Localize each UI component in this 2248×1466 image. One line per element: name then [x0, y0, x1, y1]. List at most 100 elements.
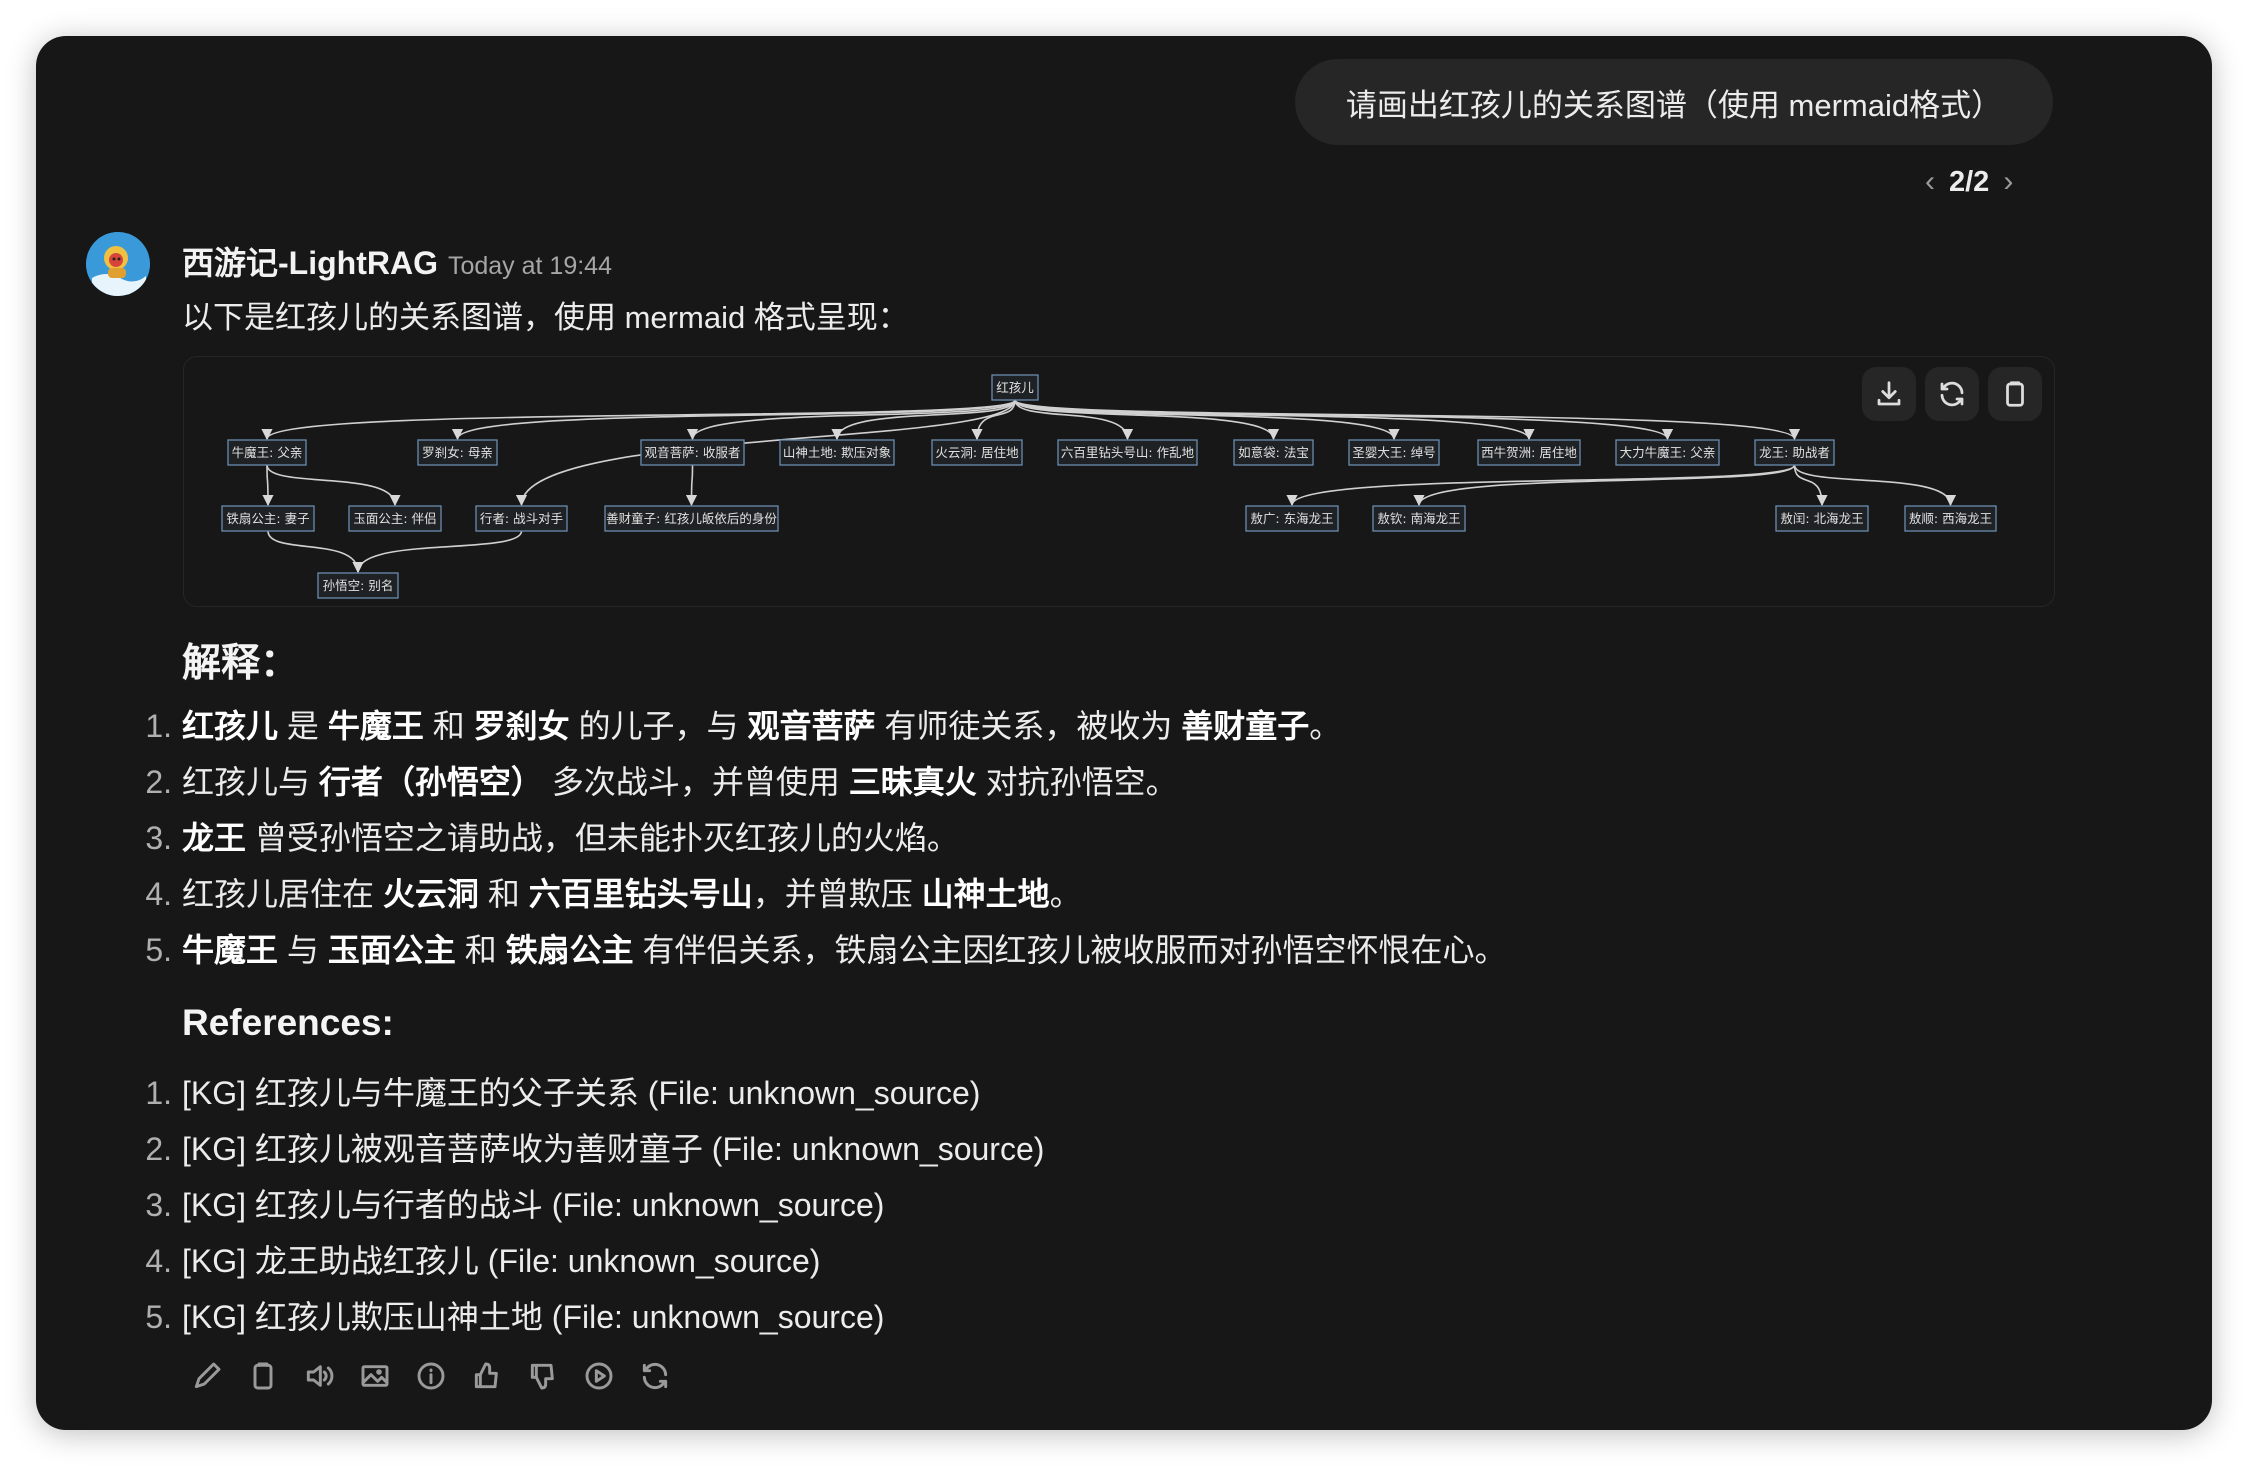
bold-term: 玉面公主 [327, 932, 456, 968]
edge-hhe-xz [515, 399, 1016, 507]
node-label: 圣婴大王: 绰号 [1352, 445, 1435, 460]
node-ym: 玉面公主: 伴侣 [348, 505, 442, 532]
node-xn: 西牛贺洲: 居住地 [1477, 439, 1581, 466]
info-button[interactable] [414, 1356, 448, 1396]
node-box [1754, 439, 1835, 466]
avatar [86, 232, 150, 296]
node-sc: 善财童子: 红孩儿皈依后的身份 [604, 505, 779, 532]
node-sy: 圣婴大王: 绰号 [1348, 439, 1440, 466]
bold-term: 罗刹女 [473, 708, 570, 744]
bold-term: 观音菩萨 [747, 708, 876, 744]
edge-lw-aq [1413, 464, 1796, 507]
user-message-bubble: 请画出红孩儿的关系图谱（使用 mermaid格式） [1295, 59, 2053, 145]
chevron-right-icon[interactable]: › [2003, 165, 2014, 198]
regenerate-icon [642, 1362, 668, 1390]
node-ar: 敖闰: 北海龙王 [1775, 505, 1869, 532]
node-box [1348, 439, 1440, 466]
reference-text: [KG] 红孩儿与牛魔王的父子关系 (File: unknown_source) [182, 1075, 981, 1111]
text-span: 与 [278, 932, 328, 968]
list-number: 2. [145, 764, 172, 800]
copy-button[interactable] [246, 1356, 280, 1396]
node-box [1615, 439, 1720, 466]
play-button[interactable] [582, 1356, 616, 1396]
node-label: 如意袋: 法宝 [1238, 445, 1309, 460]
refresh-icon [1940, 381, 1964, 407]
node-box [779, 439, 895, 466]
edge-lw-as [1793, 464, 1957, 507]
text-span: 和 [455, 932, 506, 968]
references-list: 1. [KG] 红孩儿与牛魔王的父子关系 (File: unknown_sourc… [145, 1065, 1044, 1345]
text-span: 和 [478, 876, 529, 912]
edge-lw-ar [1793, 464, 1828, 507]
thumbs-down-button[interactable] [526, 1356, 560, 1396]
edit-button[interactable] [190, 1356, 224, 1396]
list-number: 4. [145, 876, 172, 912]
node-label: 六百里钻头号山: 作乱地 [1061, 445, 1195, 460]
node-box [348, 505, 442, 532]
node-label: 敖广: 东海龙王 [1250, 511, 1333, 526]
text-span: 多次战斗，并曾使用 [542, 764, 849, 800]
regenerate-button[interactable] [638, 1356, 672, 1396]
text-span: 红孩儿居住在 [182, 876, 383, 912]
node-swk: 孙悟空: 别名 [317, 572, 399, 599]
node-box [227, 439, 307, 466]
node-dl: 大力牛魔王: 父亲 [1615, 439, 1720, 466]
bold-term: 红孩儿 [182, 708, 279, 744]
explanation-heading: 解释： [182, 642, 300, 685]
thumbs-up-button[interactable] [470, 1356, 504, 1396]
read-aloud-button[interactable] [302, 1356, 336, 1396]
node-label: 敖顺: 西海龙王 [1909, 511, 1992, 526]
download-button[interactable] [1862, 367, 1916, 421]
download-icon [1877, 381, 1901, 406]
edge-lw-ag [1286, 464, 1796, 507]
reference-text: [KG] 红孩儿与行者的战斗 (File: unknown_source) [182, 1187, 885, 1223]
node-hhe: 红孩儿 [991, 374, 1039, 401]
explanation-list: 1. 红孩儿 是 牛魔王 和 罗刹女 的儿子，与 观音菩萨 有师徒关系，被收为 善… [145, 698, 1507, 978]
text-span: 的儿子，与 [569, 708, 748, 744]
node-label: 红孩儿 [996, 380, 1034, 395]
text-span: 对抗孙悟空。 [976, 764, 1178, 800]
bold-term: 善财童子 [1181, 708, 1310, 744]
play-icon [585, 1362, 613, 1390]
node-box [604, 505, 779, 532]
reference-item: 3. [KG] 红孩儿与行者的战斗 (File: unknown_source) [145, 1177, 1044, 1233]
image-button[interactable] [358, 1356, 392, 1396]
node-box [1477, 439, 1581, 466]
explanation-item: 4. 红孩儿居住在 火云洞 和 六百里钻头号山，并曾欺压 山神土地。 [145, 866, 1507, 922]
bold-term: 牛魔王 [182, 932, 279, 968]
list-number: 2. [145, 1131, 172, 1167]
reference-item: 2. [KG] 红孩儿被观音菩萨收为善财童子 (File: unknown_sou… [145, 1121, 1044, 1177]
list-number: 1. [145, 1075, 172, 1111]
chevron-left-icon[interactable]: ‹ [1925, 165, 1935, 198]
node-label: 善财童子: 红孩儿皈依后的身份 [606, 511, 777, 526]
node-ryd: 如意袋: 法宝 [1233, 439, 1314, 466]
text-span: ，并曾欺压 [752, 876, 922, 912]
references-heading: References: [182, 1002, 394, 1043]
bold-term: 龙王 [182, 820, 247, 856]
edge-hhe-dl [1014, 399, 1673, 441]
intro-text: 以下是红孩儿的关系图谱，使用 mermaid 格式呈现： [182, 300, 909, 335]
node-label: 行者: 战斗对手 [480, 511, 563, 526]
edge-ts-swk [267, 530, 364, 574]
node-label: 西牛贺洲: 居住地 [1481, 445, 1577, 460]
user-message-text: 请画出红孩儿的关系图谱（使用 mermaid格式） [1345, 87, 2003, 123]
chat-window [36, 36, 2212, 1430]
node-box [1057, 439, 1198, 466]
clipboard-icon [2006, 381, 2024, 407]
text-span: 和 [423, 708, 474, 744]
list-number: 5. [145, 1299, 172, 1335]
edge-hhe-nmw [261, 399, 1016, 441]
node-box [640, 439, 745, 466]
node-box [221, 505, 315, 532]
list-number: 3. [145, 820, 172, 856]
reference-item: 5. [KG] 红孩儿欺压山神土地 (File: unknown_source) [145, 1289, 1044, 1345]
node-label: 孙悟空: 别名 [323, 578, 394, 593]
thumbs-up-icon [474, 1362, 498, 1389]
edge-hhe-sy [1014, 399, 1400, 441]
edge-hhe-lcn [452, 399, 1016, 441]
copy-diagram-button[interactable] [1988, 367, 2042, 421]
node-label: 敖闰: 北海龙王 [1780, 511, 1863, 526]
node-label: 罗刹女: 母亲 [422, 445, 493, 460]
rerender-button[interactable] [1925, 367, 1979, 421]
reference-item: 4. [KG] 龙王助战红孩儿 (File: unknown_source) [145, 1233, 1044, 1289]
